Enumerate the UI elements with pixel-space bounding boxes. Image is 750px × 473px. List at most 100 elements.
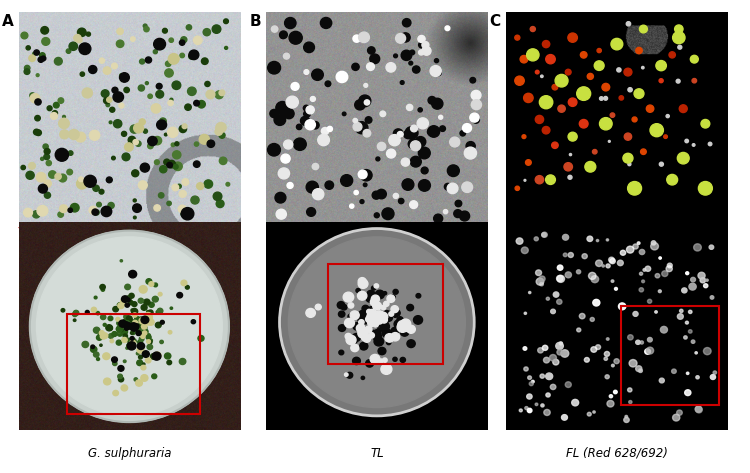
Circle shape bbox=[272, 26, 278, 32]
Circle shape bbox=[26, 46, 30, 50]
Circle shape bbox=[643, 269, 646, 271]
Circle shape bbox=[550, 309, 556, 314]
Circle shape bbox=[42, 37, 50, 45]
Circle shape bbox=[116, 326, 123, 332]
Circle shape bbox=[91, 345, 94, 349]
Circle shape bbox=[594, 61, 604, 70]
Circle shape bbox=[434, 59, 439, 62]
Circle shape bbox=[358, 328, 368, 338]
Circle shape bbox=[128, 300, 133, 305]
Circle shape bbox=[122, 131, 127, 136]
Circle shape bbox=[119, 74, 124, 78]
Circle shape bbox=[388, 312, 394, 316]
Circle shape bbox=[99, 189, 104, 194]
Circle shape bbox=[360, 324, 364, 328]
Circle shape bbox=[568, 175, 572, 179]
Circle shape bbox=[401, 158, 410, 166]
Circle shape bbox=[98, 333, 103, 337]
Circle shape bbox=[122, 337, 128, 342]
Circle shape bbox=[106, 97, 112, 102]
Circle shape bbox=[126, 321, 129, 324]
Circle shape bbox=[46, 160, 52, 166]
Circle shape bbox=[146, 279, 152, 284]
Circle shape bbox=[171, 143, 175, 147]
Circle shape bbox=[577, 328, 580, 332]
Circle shape bbox=[514, 76, 524, 85]
Circle shape bbox=[340, 175, 352, 186]
Circle shape bbox=[339, 350, 344, 355]
Circle shape bbox=[661, 326, 668, 333]
Circle shape bbox=[101, 333, 108, 339]
Circle shape bbox=[35, 130, 41, 136]
Circle shape bbox=[372, 320, 377, 325]
Circle shape bbox=[136, 380, 142, 386]
Circle shape bbox=[23, 208, 32, 217]
Circle shape bbox=[68, 208, 73, 212]
Circle shape bbox=[344, 318, 355, 328]
Circle shape bbox=[128, 324, 132, 328]
Circle shape bbox=[428, 96, 436, 104]
Circle shape bbox=[118, 374, 122, 378]
Circle shape bbox=[129, 325, 133, 329]
Circle shape bbox=[701, 120, 709, 128]
Circle shape bbox=[676, 410, 682, 415]
Circle shape bbox=[380, 317, 386, 323]
Circle shape bbox=[472, 117, 479, 123]
Circle shape bbox=[38, 57, 44, 62]
Circle shape bbox=[639, 288, 644, 292]
Circle shape bbox=[358, 322, 363, 326]
Circle shape bbox=[47, 106, 52, 111]
Circle shape bbox=[596, 345, 601, 350]
Circle shape bbox=[182, 208, 194, 220]
Circle shape bbox=[374, 321, 381, 327]
Circle shape bbox=[130, 336, 134, 340]
Circle shape bbox=[130, 37, 135, 41]
Circle shape bbox=[368, 319, 375, 326]
Circle shape bbox=[604, 351, 610, 356]
Circle shape bbox=[422, 167, 428, 174]
Circle shape bbox=[129, 271, 136, 278]
Circle shape bbox=[356, 336, 359, 339]
Circle shape bbox=[142, 331, 147, 335]
Circle shape bbox=[86, 310, 89, 314]
Circle shape bbox=[636, 340, 640, 344]
Circle shape bbox=[623, 153, 633, 163]
Circle shape bbox=[542, 233, 546, 237]
Circle shape bbox=[353, 35, 360, 42]
Circle shape bbox=[704, 284, 708, 288]
Circle shape bbox=[555, 74, 568, 87]
Circle shape bbox=[69, 42, 77, 51]
Circle shape bbox=[372, 191, 380, 199]
Circle shape bbox=[140, 119, 146, 125]
Circle shape bbox=[122, 296, 128, 302]
Circle shape bbox=[619, 303, 626, 310]
Circle shape bbox=[304, 42, 314, 53]
Circle shape bbox=[148, 319, 154, 325]
Circle shape bbox=[542, 232, 548, 237]
Circle shape bbox=[37, 206, 48, 216]
Circle shape bbox=[62, 115, 65, 118]
Circle shape bbox=[119, 103, 124, 108]
Circle shape bbox=[140, 163, 149, 172]
Circle shape bbox=[101, 90, 109, 97]
Circle shape bbox=[96, 312, 100, 315]
Circle shape bbox=[365, 117, 372, 123]
Circle shape bbox=[557, 265, 563, 270]
Circle shape bbox=[650, 123, 664, 137]
Circle shape bbox=[327, 126, 332, 131]
Circle shape bbox=[372, 322, 376, 326]
Circle shape bbox=[123, 319, 126, 323]
Circle shape bbox=[112, 390, 118, 396]
Circle shape bbox=[172, 184, 178, 191]
Circle shape bbox=[376, 315, 382, 321]
Circle shape bbox=[364, 84, 368, 88]
Circle shape bbox=[553, 359, 559, 365]
Circle shape bbox=[30, 93, 35, 98]
Circle shape bbox=[447, 165, 459, 176]
Circle shape bbox=[604, 357, 608, 360]
Circle shape bbox=[526, 394, 532, 399]
Circle shape bbox=[268, 143, 280, 156]
Circle shape bbox=[53, 111, 58, 116]
Circle shape bbox=[380, 315, 389, 324]
Circle shape bbox=[636, 366, 642, 372]
